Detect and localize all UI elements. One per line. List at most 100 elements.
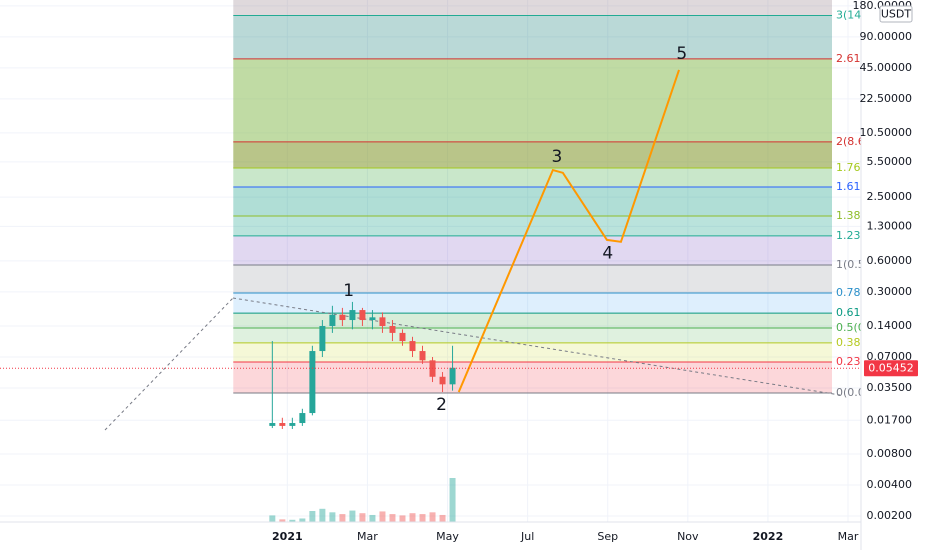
candle-body (309, 351, 316, 414)
volume-bar (399, 515, 406, 522)
y-tick-label: 45.00000 (860, 61, 913, 74)
fib-label: 1.236 (836, 229, 868, 242)
y-tick-label: 0.00400 (867, 478, 913, 491)
trend-line (232, 297, 841, 396)
fib-label: 0.236 (836, 355, 868, 368)
fib-label: 2(8.6 (836, 135, 865, 148)
volume-bar (449, 478, 456, 522)
fib-zone (233, 265, 832, 293)
x-tick-label: Sep (597, 530, 618, 543)
fib-label: 0.382 (836, 336, 868, 349)
x-tick-label: 2021 (272, 530, 303, 543)
price-axis-panel (861, 0, 932, 550)
candle-body (439, 376, 446, 385)
volume-bar (369, 514, 376, 522)
wave-label: 5 (676, 44, 687, 64)
volume-bar (439, 514, 446, 522)
wave-label: 4 (602, 243, 613, 263)
y-tick-label: 22.50000 (860, 92, 913, 105)
y-tick-label: 0.00800 (867, 447, 913, 460)
candle-body (339, 314, 346, 321)
fib-zone (233, 361, 832, 394)
candle-body (349, 310, 356, 321)
fib-label: 0.786 (836, 286, 868, 299)
fib-label: 1(0.5 (836, 258, 865, 271)
volume-bar (379, 511, 386, 522)
candle-body (279, 423, 286, 426)
volume-bar (269, 515, 276, 522)
candle-body (419, 351, 426, 361)
candle-body (409, 341, 416, 352)
fib-zone (233, 327, 832, 343)
volume-bar (339, 514, 346, 522)
volume-bar (419, 514, 426, 522)
fib-zone (233, 235, 832, 266)
y-tick-label: 0.01700 (867, 413, 913, 426)
fib-label: 2.618 (836, 52, 868, 65)
x-tick-label: 2022 (753, 530, 784, 543)
x-tick-label: Nov (677, 530, 699, 543)
y-tick-label: 2.50000 (867, 190, 913, 203)
fib-label: 1.382 (836, 209, 868, 222)
x-tick-label: Mar (838, 530, 859, 543)
volume-bar (289, 519, 296, 522)
y-tick-label: 10.50000 (860, 126, 913, 139)
fib-zone (233, 141, 832, 169)
y-tick-label: 0.07000 (867, 350, 913, 363)
candle-body (319, 326, 326, 352)
candle-body (299, 413, 306, 424)
y-tick-label: 5.50000 (867, 155, 913, 168)
fib-label: 1.618 (836, 180, 868, 193)
volume-bar (279, 519, 286, 522)
candle-body (329, 314, 336, 327)
y-tick-label: 0.00200 (867, 509, 913, 522)
fib-label: 0(0.0 (836, 386, 865, 399)
candle-body (269, 423, 276, 426)
x-tick-label: Mar (357, 530, 378, 543)
candle-body (289, 423, 296, 426)
fib-label: 3(145 (836, 8, 868, 21)
wave-label: 3 (551, 147, 562, 167)
fib-zone (233, 58, 832, 142)
y-tick-label: 0.03500 (867, 381, 913, 394)
candle-body (359, 310, 366, 321)
fib-zone (233, 313, 832, 328)
fib-zone (233, 292, 832, 314)
volume-bar (409, 513, 416, 522)
volume-bar (389, 514, 396, 522)
fib-zone (233, 187, 832, 216)
y-tick-label: 0.14000 (867, 319, 913, 332)
wave-path (457, 69, 680, 393)
fib-label: 0.5(0 (836, 321, 865, 334)
volume-bar (329, 512, 336, 522)
volume-bar (319, 508, 326, 522)
wave-label: 1 (343, 281, 354, 301)
x-tick-label: Jul (520, 530, 534, 543)
candle-body (379, 317, 386, 327)
last-price-box (864, 360, 918, 377)
y-tick-label: 1.30000 (867, 219, 913, 232)
currency-box[interactable] (879, 5, 913, 23)
fib-zone (233, 15, 832, 59)
trend-line (104, 297, 234, 431)
y-tick-label: 90.00000 (860, 30, 913, 43)
fib-zone (233, 215, 832, 236)
fib-label: 0.618 (836, 306, 868, 319)
currency: USDT (881, 8, 912, 21)
candle-body (449, 367, 456, 385)
wave-label: 2 (436, 395, 447, 415)
volume-bar (429, 512, 436, 522)
y-tick-label: 0.60000 (867, 254, 913, 267)
fib-zone (233, 342, 832, 362)
candle-body (399, 332, 406, 342)
volume-bar (349, 510, 356, 522)
volume-bar (299, 518, 306, 522)
candle-body (369, 317, 376, 321)
volume-bar (359, 513, 366, 522)
fib-zone (233, 168, 832, 188)
candle-body (389, 326, 396, 333)
fib-zone (233, 0, 832, 16)
last-price-label: 0.05452 (868, 362, 914, 375)
y-tick-label: 0.30000 (867, 285, 913, 298)
